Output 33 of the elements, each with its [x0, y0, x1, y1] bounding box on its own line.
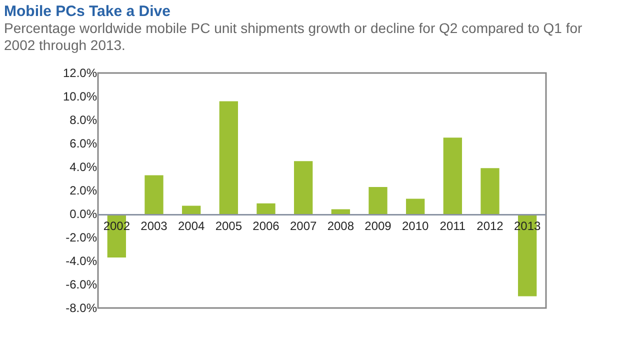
x-tick-label: 2004	[178, 218, 205, 233]
x-tick-label: 2006	[252, 218, 280, 233]
x-tick-label: 2005	[215, 218, 242, 233]
x-tick-label: 2011	[440, 218, 466, 233]
y-tick-label: 10.0%	[62, 90, 98, 104]
y-tick-label: -2.0%	[66, 230, 98, 245]
x-tick-label: 2012	[476, 218, 504, 233]
y-tick-label: 0.0%	[70, 207, 98, 222]
x-tick-label: 2003	[140, 218, 168, 233]
y-tick-label: 12.0%	[62, 66, 98, 80]
bar	[182, 206, 201, 214]
y-tick-label: 6.0%	[70, 136, 98, 151]
bar	[256, 203, 276, 214]
bar	[219, 101, 238, 214]
bar	[480, 168, 500, 214]
y-tick-label: -6.0%	[66, 278, 98, 292]
bar	[368, 186, 388, 214]
x-tick-label: 2009	[364, 218, 392, 233]
y-tick-label: -4.0%	[66, 254, 98, 268]
y-tick-label: 2.0%	[70, 184, 98, 198]
bar	[443, 138, 462, 214]
y-tick-label: 8.0%	[70, 113, 98, 128]
bar	[144, 175, 164, 214]
y-tick-label: 4.0%	[70, 160, 98, 174]
x-tick-label: 2010	[402, 218, 429, 233]
bar	[331, 209, 350, 214]
x-tick-label: 2007	[290, 218, 317, 233]
x-tick-label: 2008	[327, 218, 354, 233]
chart-title: Mobile PCs Take a Dive	[4, 3, 170, 20]
chart-subtitle: Percentage worldwide mobile PC unit shipments growth or decline for Q2 compared to Q1 for 2002 through 2013.	[4, 20, 584, 54]
bar	[406, 198, 425, 214]
y-tick-label: -8.0%	[66, 301, 98, 316]
bar	[294, 161, 313, 214]
